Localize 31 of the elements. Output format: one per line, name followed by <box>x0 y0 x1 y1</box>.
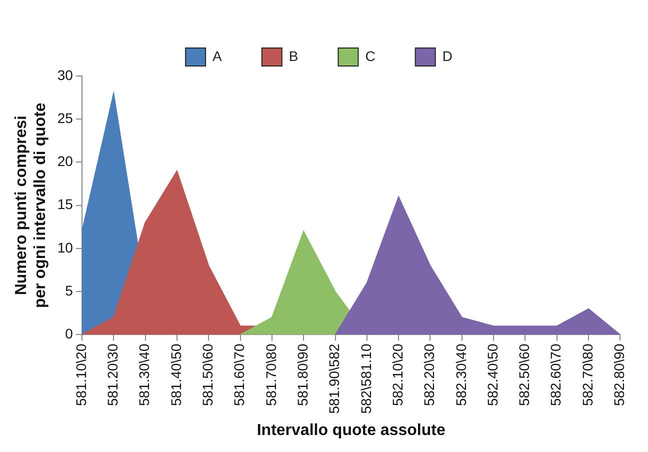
x-tick-label: 581.80\90 <box>294 344 310 406</box>
x-tick-label: 581.10\20 <box>72 344 89 406</box>
y-tick-label: 25 <box>57 110 74 126</box>
x-tick-label: 581.20\30 <box>104 344 120 406</box>
x-tick-label: 582.10\20 <box>389 344 406 406</box>
y-tick-label: 10 <box>57 239 74 256</box>
x-tick-label: 581.30\40 <box>136 344 152 406</box>
x-tick-label: 582.80\90 <box>611 344 628 406</box>
x-tick-label: 582.70\80 <box>579 344 596 406</box>
x-tick-label: 581.40\50 <box>168 344 184 406</box>
x-tick-label: 582.40\50 <box>484 344 500 406</box>
legend-label: A <box>212 48 223 64</box>
x-tick-label: 582\581.10 <box>358 344 374 414</box>
x-tick-label: 581.50\60 <box>199 344 216 406</box>
x-tick-label: 581.70\80 <box>262 344 279 406</box>
x-tick-label: 581.60\70 <box>231 344 248 406</box>
y-tick-label: 15 <box>57 196 74 212</box>
legend-label: C <box>365 48 376 64</box>
y-tick-label: 0 <box>65 326 74 342</box>
x-axis-title: Intervallo quote assolute <box>256 422 446 439</box>
y-tick-label: 20 <box>57 153 74 170</box>
y-axis-title: Numero punti compresi per ogni intervallo di quote <box>13 102 50 308</box>
y-tick-label: 30 <box>57 66 74 83</box>
x-tick-label: 582.20\30 <box>421 344 438 406</box>
x-tick-label: 582.30\40 <box>452 344 469 406</box>
legend-label: B <box>288 48 298 64</box>
y-tick-label: 5 <box>65 282 74 298</box>
legend-label: D <box>442 48 452 64</box>
x-tick-label: 581.90\582 <box>326 344 342 414</box>
x-tick-label: 582.50\60 <box>516 344 532 406</box>
x-tick-label: 582.60\70 <box>548 344 564 406</box>
